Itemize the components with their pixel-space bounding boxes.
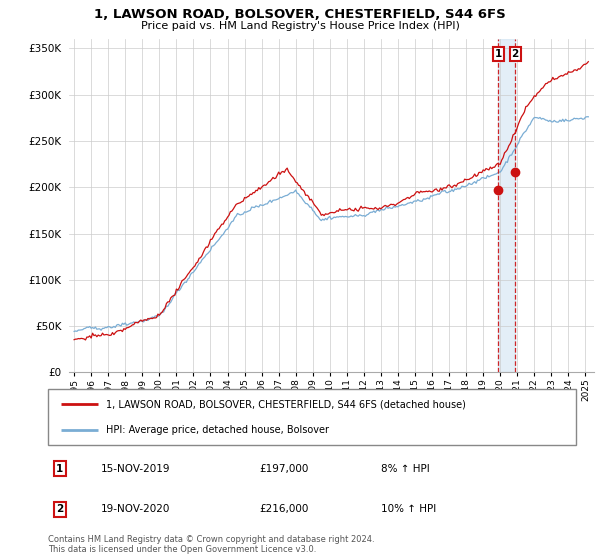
Text: HPI: Average price, detached house, Bolsover: HPI: Average price, detached house, Bols… xyxy=(106,425,329,435)
Text: £216,000: £216,000 xyxy=(259,504,308,514)
Text: 19-NOV-2020: 19-NOV-2020 xyxy=(101,504,170,514)
Text: Price paid vs. HM Land Registry's House Price Index (HPI): Price paid vs. HM Land Registry's House … xyxy=(140,21,460,31)
Bar xyxy=(498,39,515,372)
Text: £197,000: £197,000 xyxy=(259,464,308,474)
Text: 1: 1 xyxy=(494,49,502,59)
Text: 2: 2 xyxy=(56,504,63,514)
Text: 2: 2 xyxy=(512,49,519,59)
Text: 1, LAWSON ROAD, BOLSOVER, CHESTERFIELD, S44 6FS: 1, LAWSON ROAD, BOLSOVER, CHESTERFIELD, … xyxy=(94,8,506,21)
FancyBboxPatch shape xyxy=(48,389,576,445)
Text: 10% ↑ HPI: 10% ↑ HPI xyxy=(380,504,436,514)
Text: 8% ↑ HPI: 8% ↑ HPI xyxy=(380,464,430,474)
Text: 15-NOV-2019: 15-NOV-2019 xyxy=(101,464,170,474)
Text: 1: 1 xyxy=(56,464,63,474)
Text: 1, LAWSON ROAD, BOLSOVER, CHESTERFIELD, S44 6FS (detached house): 1, LAWSON ROAD, BOLSOVER, CHESTERFIELD, … xyxy=(106,399,466,409)
Text: Contains HM Land Registry data © Crown copyright and database right 2024.
This d: Contains HM Land Registry data © Crown c… xyxy=(48,535,374,554)
